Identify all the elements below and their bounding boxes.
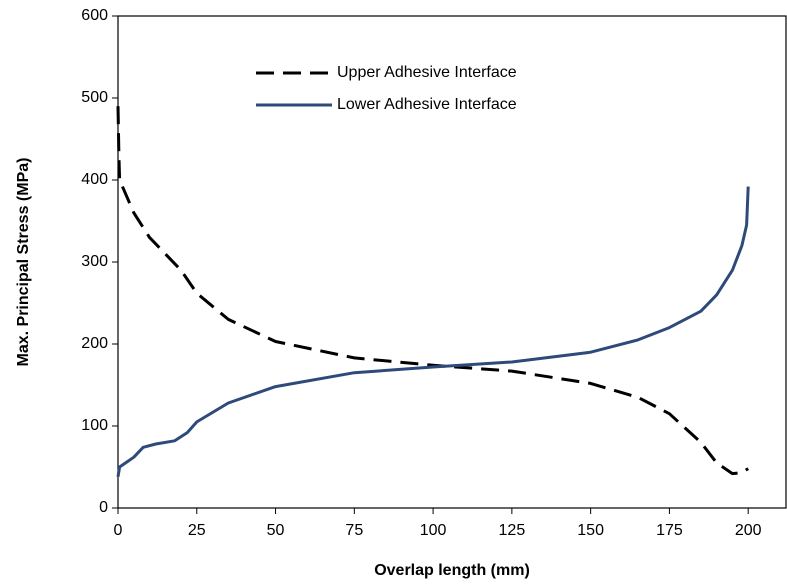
plot-frame — [117, 15, 787, 509]
x-tick-label: 125 — [499, 522, 526, 539]
x-tick-label: 150 — [577, 522, 604, 539]
y-tick-label: 400 — [81, 171, 108, 188]
x-tick-label: 75 — [345, 522, 363, 539]
x-tick-label: 50 — [267, 522, 285, 539]
x-tick-label: 200 — [735, 522, 762, 539]
y-tick-label: 100 — [81, 417, 108, 434]
x-axis-label: Overlap length (mm) — [374, 562, 530, 579]
legend-label: Lower Adhesive Interface — [337, 96, 517, 113]
x-tick-label: 175 — [656, 522, 683, 539]
legend-label: Upper Adhesive Interface — [337, 64, 517, 81]
x-tick-label: 100 — [420, 522, 447, 539]
data-line — [116, 106, 750, 476]
y-tick-label: 500 — [81, 89, 108, 106]
y-tick-label: 600 — [81, 7, 108, 24]
x-tick-label: 25 — [188, 522, 206, 539]
y-tick-label: 200 — [81, 335, 108, 352]
data-line — [116, 186, 750, 478]
y-tick-label: 0 — [99, 499, 108, 516]
y-axis-label: Max. Principal Stress (MPa) — [15, 158, 32, 367]
y-tick-label: 300 — [81, 253, 108, 270]
x-tick-label: 0 — [114, 522, 123, 539]
